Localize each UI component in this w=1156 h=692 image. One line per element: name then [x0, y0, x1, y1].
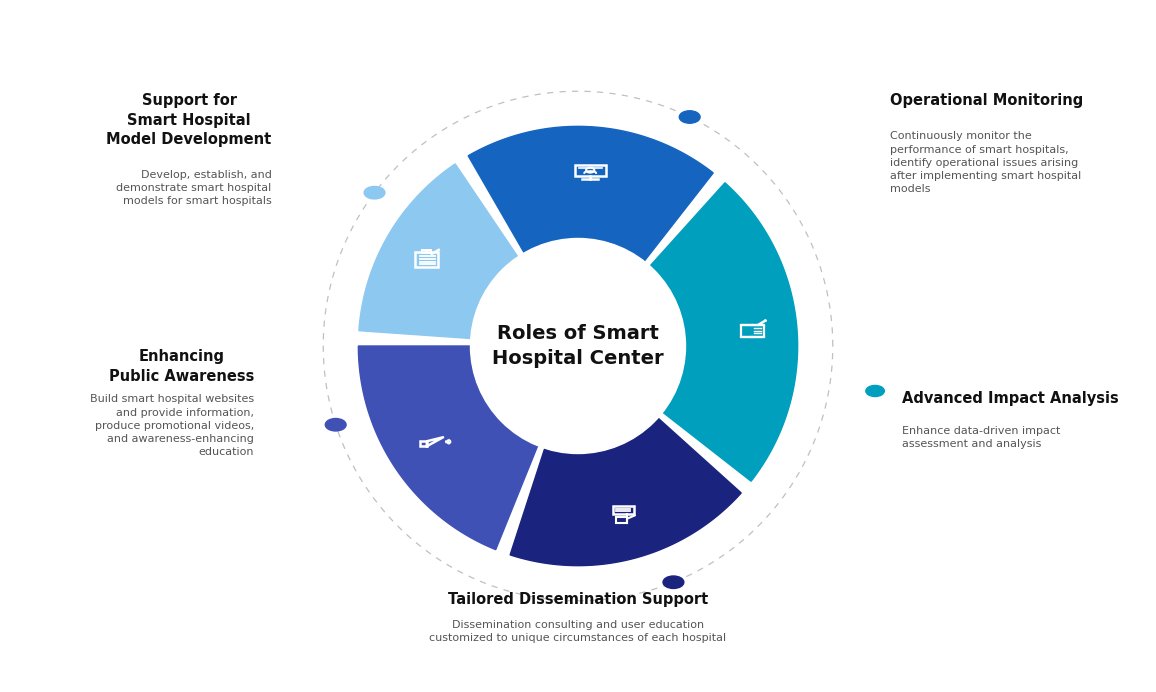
Text: Enhance data-driven impact
assessment and analysis: Enhance data-driven impact assessment an… [902, 426, 1060, 449]
Text: Build smart hospital websites
and provide information,
produce promotional video: Build smart hospital websites and provid… [90, 394, 254, 457]
Text: Dissemination consulting and user education
customized to unique circumstances o: Dissemination consulting and user educat… [429, 620, 727, 644]
Circle shape [764, 320, 766, 321]
Circle shape [680, 111, 701, 123]
Circle shape [866, 385, 884, 397]
Bar [422, 251, 431, 253]
Text: Operational Monitoring: Operational Monitoring [890, 93, 1083, 109]
Polygon shape [468, 127, 713, 262]
Ellipse shape [470, 239, 686, 453]
Circle shape [364, 186, 385, 199]
Text: Enhancing
Public Awareness: Enhancing Public Awareness [109, 349, 254, 383]
Polygon shape [650, 183, 798, 481]
Polygon shape [510, 418, 741, 565]
Text: Support for
Smart Hospital
Model Development: Support for Smart Hospital Model Develop… [106, 93, 272, 147]
Text: Tailored Dissemination Support: Tailored Dissemination Support [447, 592, 709, 607]
Bar [575, 165, 606, 176]
Polygon shape [358, 346, 538, 549]
Circle shape [664, 576, 684, 588]
Circle shape [425, 251, 428, 253]
Bar [613, 506, 633, 514]
Text: Continuously monitor the
performance of smart hospitals,
identify operational is: Continuously monitor the performance of … [890, 131, 1081, 194]
Text: Advanced Impact Analysis: Advanced Impact Analysis [902, 391, 1119, 406]
Bar [420, 441, 427, 446]
Circle shape [325, 419, 346, 431]
Bar [415, 253, 438, 266]
Polygon shape [358, 164, 518, 338]
Text: Develop, establish, and
demonstrate smart hospital
models for smart hospitals: Develop, establish, and demonstrate smar… [117, 170, 272, 206]
Bar [616, 518, 628, 523]
Text: Roles of Smart
Hospital Center: Roles of Smart Hospital Center [492, 324, 664, 368]
